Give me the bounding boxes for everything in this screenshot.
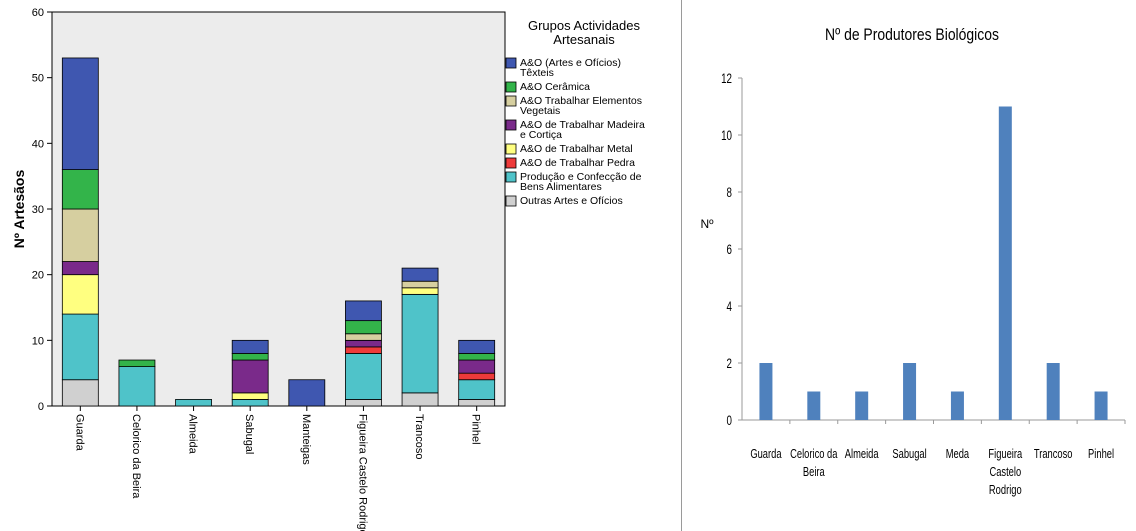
x-tick-label: Trancoso: [1034, 448, 1073, 462]
chart-divider: [681, 0, 682, 531]
bar-segment: [458, 339, 496, 354]
bar-segment: [61, 57, 99, 170]
legend-swatch: [505, 95, 517, 107]
legend-swatch: [505, 171, 517, 183]
legend-swatch: [505, 81, 517, 93]
bar-segment: [118, 359, 156, 367]
bar: [1046, 363, 1060, 420]
bar: [1094, 391, 1108, 420]
y-tick-label: 40: [32, 138, 44, 150]
bar: [759, 363, 773, 420]
bar-segment: [401, 293, 439, 394]
x-tick-label: Almeida: [187, 414, 199, 455]
x-tick-label: Sabugal: [243, 414, 255, 454]
bar: [950, 391, 964, 420]
y-tick-label: 0: [38, 401, 44, 413]
bar: [903, 363, 917, 420]
x-tick-label: Celorico da Beira: [130, 414, 142, 499]
bar-segment: [231, 359, 269, 394]
x-tick-label: Beira: [803, 466, 825, 480]
y-tick-label: 10: [32, 335, 44, 347]
legend-label: Outras Artes e Ofícios: [520, 195, 623, 207]
bar-segment: [345, 300, 382, 322]
legend-label: Produção e Confecção de: [520, 171, 642, 183]
bar: [998, 106, 1012, 420]
bar-segment: [61, 274, 99, 315]
x-tick-label: Pinhel: [470, 414, 482, 445]
y-tick-label: 12: [721, 70, 732, 86]
x-tick-label: Sabugal: [892, 448, 926, 462]
legend-label: A&O de Trabalhar Madeira: [520, 119, 645, 131]
y-tick-label: 10: [721, 127, 732, 143]
legend-label: e Cortiça: [520, 129, 562, 141]
x-tick-label: Guarda: [73, 414, 85, 452]
x-tick-label: Castelo: [989, 466, 1021, 480]
y-tick-label: 0: [727, 412, 733, 428]
bar-segment: [401, 267, 439, 282]
x-tick-label: Celorico da: [790, 448, 838, 462]
y-tick-label: 6: [727, 241, 733, 257]
bar-segment: [61, 313, 99, 381]
chart-title: Nº de Produtores Biológicos: [825, 26, 999, 45]
legend-label: A&O Cerâmica: [520, 81, 590, 93]
bar: [855, 391, 869, 420]
y-tick-label: 8: [727, 184, 733, 200]
y-tick-label: 50: [32, 73, 44, 85]
y-axis-label: Nº: [700, 217, 714, 231]
bar-segment: [61, 208, 99, 262]
legend-swatch: [505, 57, 517, 69]
legend-label: Bens Alimentares: [520, 181, 602, 193]
y-tick-label: 20: [32, 270, 44, 282]
y-tick-label: 60: [32, 7, 44, 19]
legend-label: Vegetais: [520, 105, 560, 117]
legend-label: A&O (Artes e Ofícios): [520, 57, 621, 69]
x-tick-label: Figueira Castelo Rodrigo: [356, 414, 368, 531]
bar-segment: [288, 379, 326, 407]
bar-segment: [61, 379, 99, 407]
x-tick-label: Trancoso: [413, 414, 425, 459]
x-tick-label: Rodrigo: [989, 484, 1022, 498]
x-tick-label: Almeida: [845, 448, 879, 462]
x-tick-label: Meda: [946, 448, 970, 462]
legend-label: A&O de Trabalhar Metal: [520, 143, 633, 155]
x-tick-label: Guarda: [750, 448, 782, 462]
bar-segment: [345, 353, 382, 400]
bar-segment: [118, 366, 156, 407]
y-tick-label: 30: [32, 204, 44, 216]
legend-title: Grupos Actividades: [528, 18, 641, 33]
x-tick-label: Pinhel: [1088, 448, 1114, 462]
legend-label: Têxteis: [520, 67, 554, 79]
y-tick-label: 4: [727, 298, 733, 314]
legend-swatch: [505, 119, 517, 131]
legend-swatch: [505, 143, 517, 155]
legend-swatch: [505, 195, 517, 207]
bar-segment: [231, 339, 269, 354]
artisans-stacked-bar-chart: 0 10 20 30 40 50 60 Nº Artesãos Guarda Celorico d…: [11, 7, 645, 531]
bar: [807, 391, 821, 420]
x-tick-label: Figueira: [988, 448, 1022, 462]
legend-label: A&O de Trabalhar Pedra: [520, 157, 635, 169]
x-tick-label: Manteigas: [300, 414, 312, 465]
legend-title: Artesanais: [553, 32, 615, 47]
bar-segment: [61, 169, 99, 210]
y-axis-label: Nº Artesãos: [11, 170, 27, 249]
y-tick-label: 2: [727, 355, 733, 371]
legend-swatch: [505, 157, 517, 169]
legend-label: A&O Trabalhar Elementos: [520, 95, 642, 107]
